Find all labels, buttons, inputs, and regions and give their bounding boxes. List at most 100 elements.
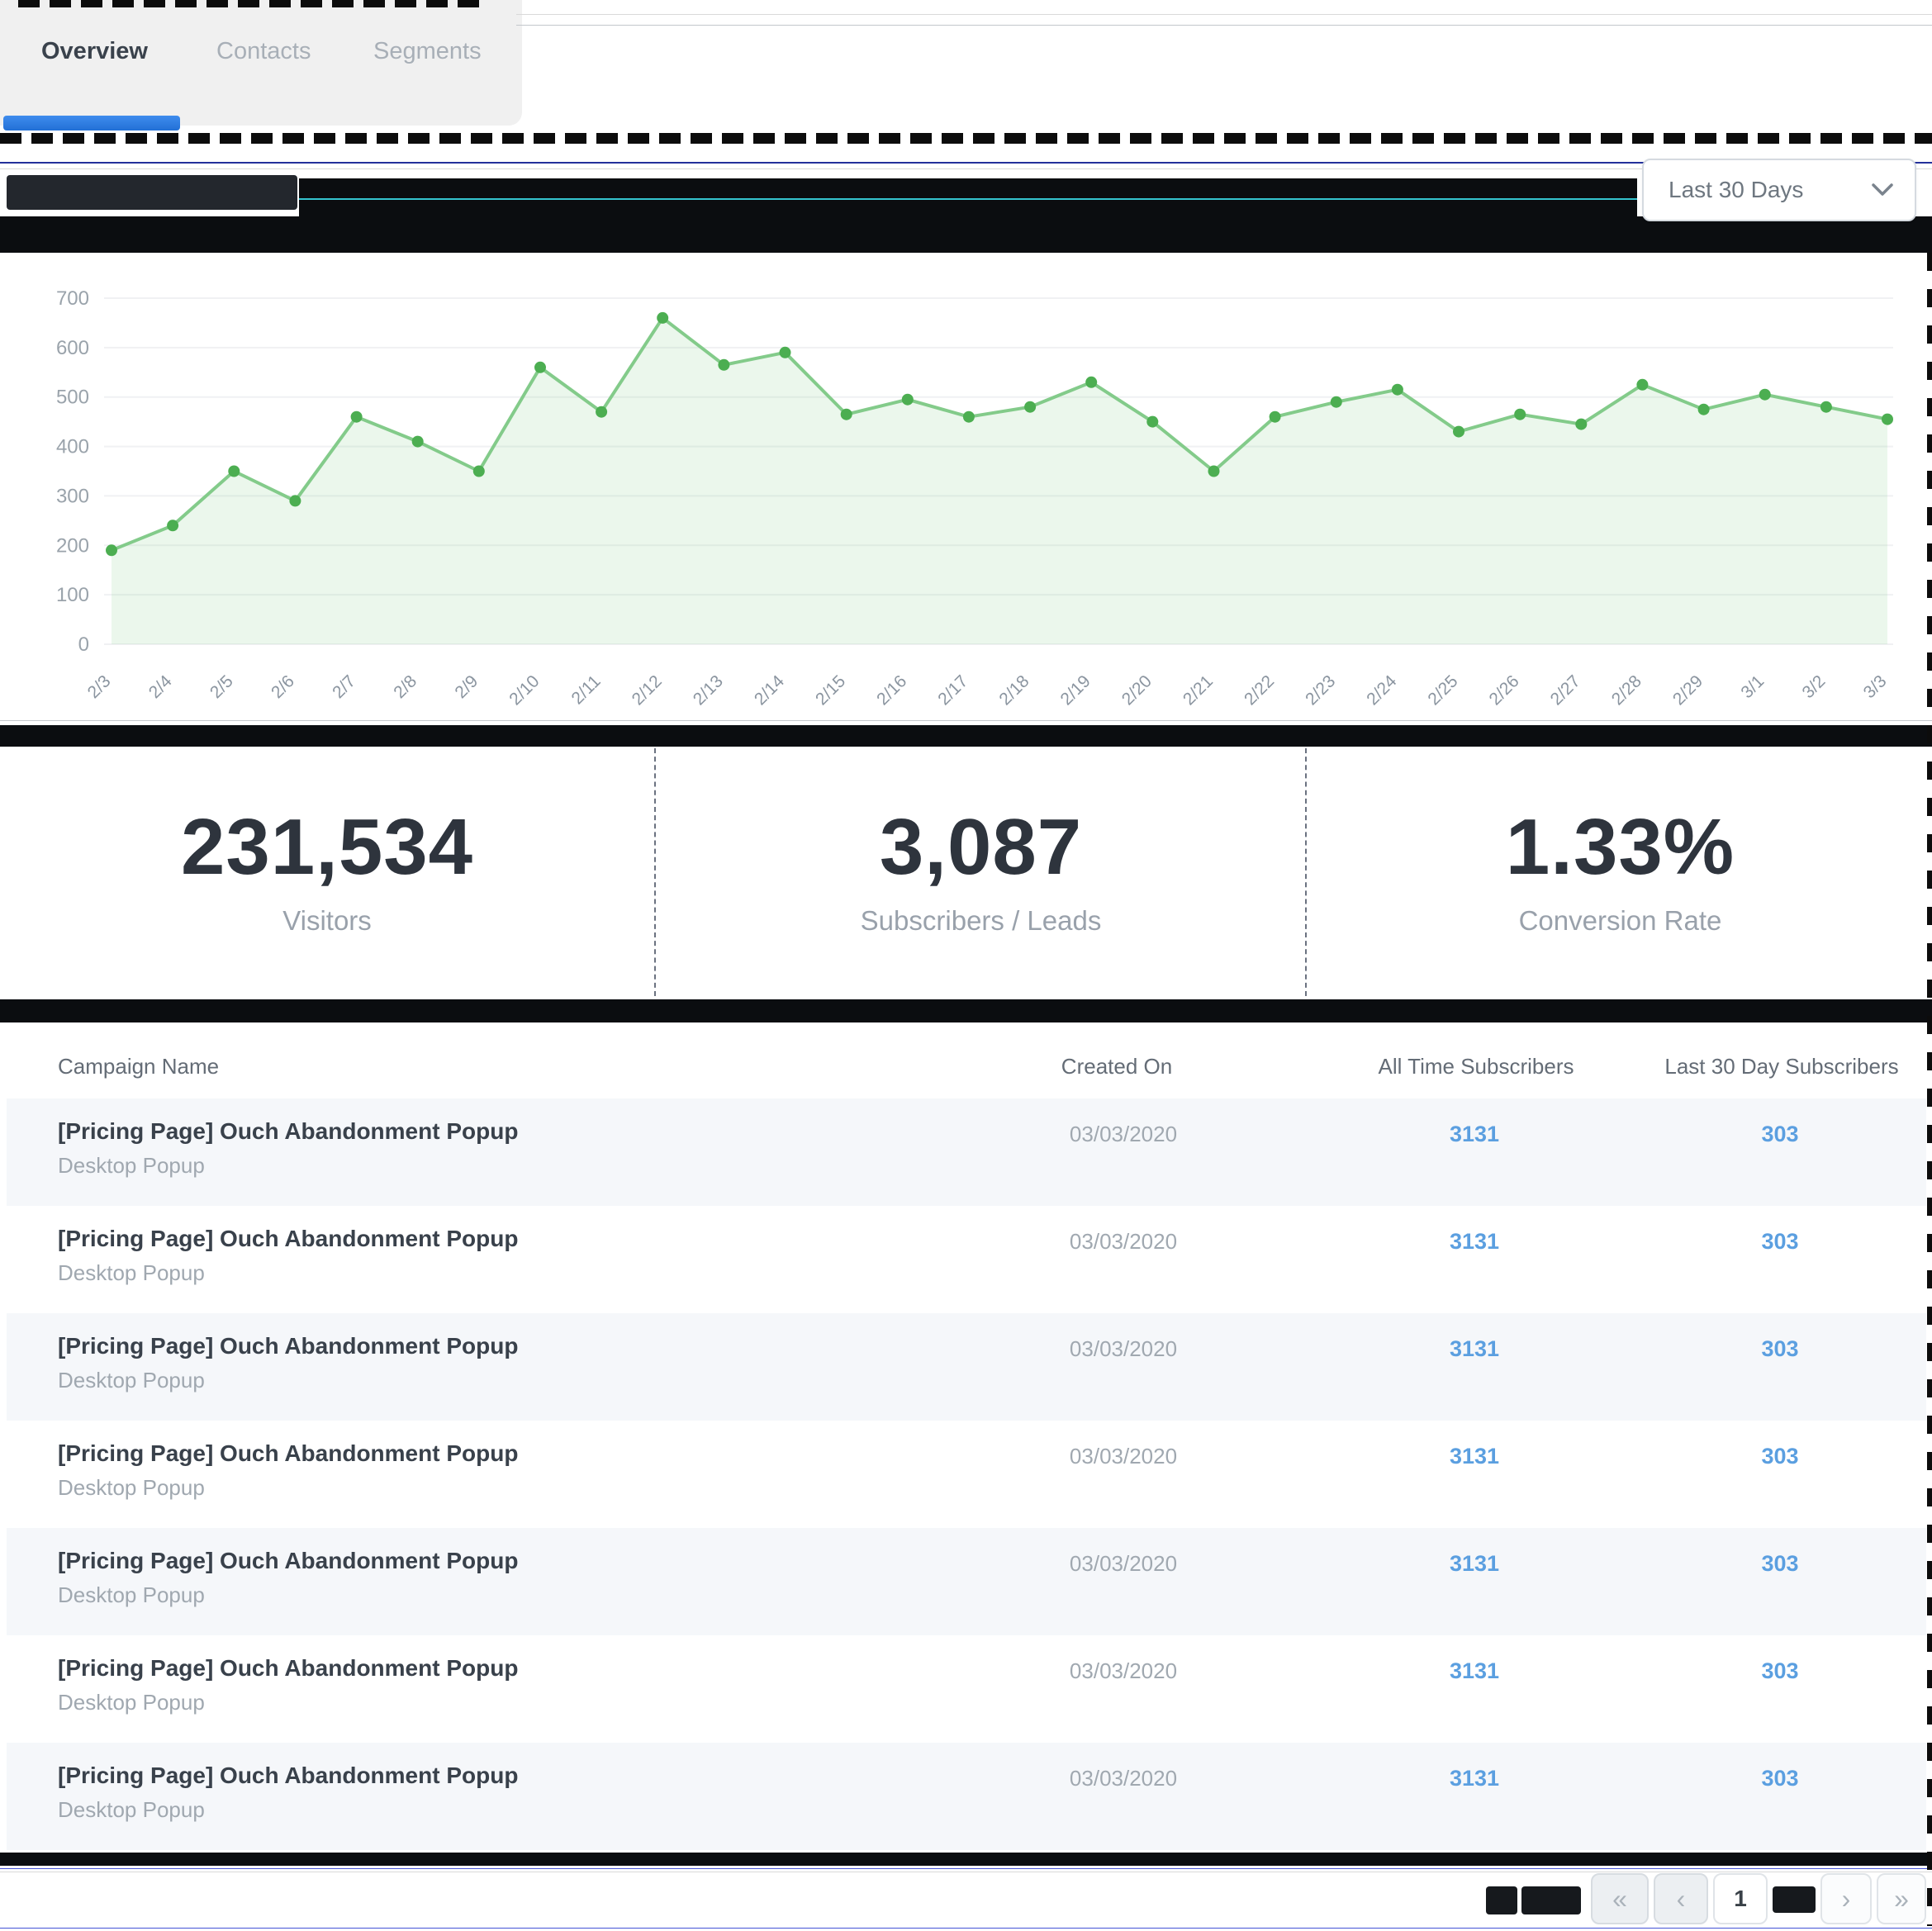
data-point[interactable] [534, 361, 546, 373]
x-axis-tick-label: 2/21 [1180, 671, 1217, 709]
redacted-pagination-label [1521, 1886, 1581, 1914]
data-point[interactable] [1759, 388, 1771, 401]
table-row[interactable]: [Pricing Page] Ouch Abandonment Popup De… [7, 1635, 1926, 1743]
campaign-name[interactable]: [Pricing Page] Ouch Abandonment Popup [58, 1118, 519, 1144]
divider [299, 198, 1637, 200]
data-point[interactable] [1882, 413, 1893, 425]
data-point[interactable] [1391, 383, 1403, 396]
campaign-type: Desktop Popup [58, 1153, 205, 1178]
campaign-name[interactable]: [Pricing Page] Ouch Abandonment Popup [58, 1226, 519, 1251]
y-axis-tick-label: 100 [56, 584, 89, 606]
chevron-left-icon: ‹ [1676, 1883, 1686, 1914]
campaign-name[interactable]: [Pricing Page] Ouch Abandonment Popup [58, 1655, 519, 1681]
pagination-current-page[interactable]: 1 [1713, 1873, 1768, 1924]
date-range-value: Last 30 Days [1669, 177, 1804, 202]
last-30-day-subscribers-link[interactable]: 303 [1761, 1229, 1799, 1254]
tab-contacts[interactable]: Contacts [216, 38, 311, 64]
data-point[interactable] [718, 358, 730, 371]
data-point[interactable] [1269, 410, 1281, 423]
last-30-day-subscribers-link[interactable]: 303 [1761, 1336, 1799, 1361]
data-point[interactable] [779, 346, 791, 358]
conversion-value: 1.33% [1505, 803, 1735, 891]
redacted-header-band [0, 216, 1932, 253]
all-time-subscribers-link[interactable]: 3131 [1449, 1336, 1500, 1361]
x-axis-tick-label: 2/4 [145, 671, 176, 702]
last-30-day-subscribers-link[interactable]: 303 [1761, 1551, 1799, 1576]
tab-overview[interactable]: Overview [41, 38, 148, 64]
data-point[interactable] [962, 410, 975, 423]
data-point[interactable] [1453, 425, 1464, 438]
data-point[interactable] [1024, 401, 1037, 413]
x-axis-tick-label: 3/1 [1737, 671, 1768, 702]
data-point[interactable] [1575, 418, 1588, 430]
all-time-subscribers-link[interactable]: 3131 [1449, 1122, 1500, 1146]
x-axis-tick-label: 2/5 [206, 671, 237, 702]
pagination-prev-button[interactable]: ‹ [1654, 1873, 1708, 1924]
stat-card-conversion: 1.33% Conversion Rate [1314, 748, 1926, 996]
data-point[interactable] [1697, 403, 1710, 415]
x-axis-tick-label: 2/14 [751, 671, 788, 709]
x-axis-tick-label: 2/3 [84, 671, 115, 702]
data-point[interactable] [167, 520, 179, 532]
chevron-right-icon: › [1841, 1883, 1851, 1914]
table-row[interactable]: [Pricing Page] Ouch Abandonment Popup De… [7, 1098, 1926, 1206]
divider [516, 25, 1932, 26]
campaign-name[interactable]: [Pricing Page] Ouch Abandonment Popup [58, 1440, 519, 1466]
divider [516, 14, 1932, 15]
col-header-created-on: Created On [1061, 1054, 1173, 1079]
stat-card-visitors: 231,534 Visitors [7, 748, 648, 996]
campaign-name[interactable]: [Pricing Page] Ouch Abandonment Popup [58, 1763, 519, 1788]
x-axis-tick-label: 2/19 [1057, 671, 1094, 709]
x-axis-tick-label: 2/29 [1669, 671, 1707, 709]
last-30-day-subscribers-link[interactable]: 303 [1761, 1658, 1799, 1683]
last-30-day-subscribers-link[interactable]: 303 [1761, 1766, 1799, 1791]
subscribers-value: 3,087 [879, 803, 1083, 891]
visitors-label: Visitors [282, 905, 372, 936]
data-point[interactable] [1208, 465, 1220, 477]
y-axis-tick-label: 200 [56, 534, 89, 557]
data-point[interactable] [1330, 396, 1342, 408]
created-on: 03/03/2020 [1069, 1229, 1178, 1254]
all-time-subscribers-link[interactable]: 3131 [1449, 1766, 1500, 1791]
campaign-type: Desktop Popup [58, 1797, 205, 1822]
all-time-subscribers-link[interactable]: 3131 [1449, 1551, 1500, 1576]
x-axis-tick-label: 2/20 [1118, 671, 1156, 709]
all-time-subscribers-link[interactable]: 3131 [1449, 1229, 1500, 1254]
pagination-next-button[interactable]: › [1820, 1873, 1872, 1924]
data-point[interactable] [657, 311, 669, 324]
table-row[interactable]: [Pricing Page] Ouch Abandonment Popup De… [7, 1743, 1926, 1850]
table-row[interactable]: [Pricing Page] Ouch Abandonment Popup De… [7, 1313, 1926, 1421]
x-axis-tick-label: 2/7 [329, 671, 359, 702]
data-point[interactable] [1146, 415, 1159, 428]
data-point[interactable] [840, 408, 852, 420]
data-point[interactable] [1085, 376, 1098, 388]
data-point[interactable] [472, 465, 485, 477]
campaign-name[interactable]: [Pricing Page] Ouch Abandonment Popup [58, 1333, 519, 1359]
data-point[interactable] [411, 435, 424, 448]
data-point[interactable] [228, 465, 240, 477]
table-row[interactable]: [Pricing Page] Ouch Abandonment Popup De… [7, 1528, 1926, 1635]
all-time-subscribers-link[interactable]: 3131 [1449, 1658, 1500, 1683]
x-axis-tick-label: 2/9 [451, 671, 482, 702]
tab-segments[interactable]: Segments [373, 38, 482, 64]
data-point[interactable] [289, 495, 301, 507]
data-point[interactable] [1636, 378, 1649, 391]
data-point[interactable] [350, 410, 363, 423]
data-point[interactable] [596, 406, 608, 418]
data-point[interactable] [1820, 401, 1832, 413]
x-axis-tick-label: 2/17 [934, 671, 971, 709]
last-30-day-subscribers-link[interactable]: 303 [1761, 1122, 1799, 1146]
stat-card-subscribers: 3,087 Subscribers / Leads [663, 748, 1298, 996]
pagination-last-button[interactable]: » [1877, 1873, 1926, 1924]
date-range-select[interactable]: Last 30 Days [1642, 159, 1916, 221]
data-point[interactable] [901, 393, 914, 406]
data-point[interactable] [106, 544, 117, 557]
last-30-day-subscribers-link[interactable]: 303 [1761, 1444, 1799, 1468]
campaign-name[interactable]: [Pricing Page] Ouch Abandonment Popup [58, 1548, 519, 1573]
divider [0, 1868, 1932, 1869]
data-point[interactable] [1514, 408, 1526, 420]
table-row[interactable]: [Pricing Page] Ouch Abandonment Popup De… [7, 1421, 1926, 1528]
pagination-first-button[interactable]: « [1591, 1873, 1649, 1924]
all-time-subscribers-link[interactable]: 3131 [1449, 1444, 1500, 1468]
table-row[interactable]: [Pricing Page] Ouch Abandonment Popup De… [7, 1206, 1926, 1313]
